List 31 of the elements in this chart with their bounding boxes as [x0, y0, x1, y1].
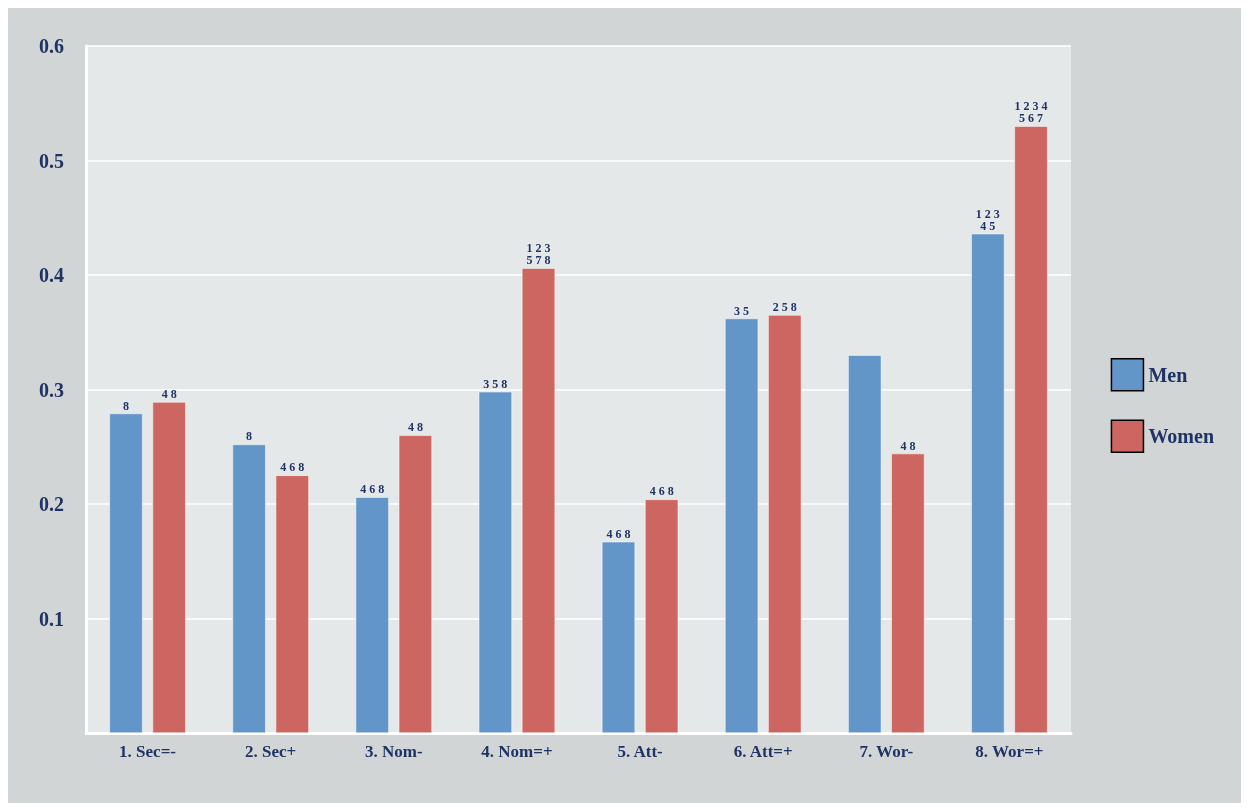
annotation: 4 8 — [900, 438, 916, 453]
annotation: 4 6 8 — [360, 482, 385, 497]
annotation: 8 — [122, 398, 129, 413]
annotation: 3 5 — [734, 303, 750, 318]
annotation: 4 6 8 — [280, 460, 305, 475]
annotation: 4 6 8 — [649, 484, 674, 499]
annotation: 1 2 3 4 5 — [975, 206, 1000, 233]
annotation: 2 5 8 — [772, 300, 797, 315]
annotation: 8 — [246, 429, 253, 444]
annotation: 4 6 8 — [606, 526, 631, 541]
x-tick-label: 1. Sec=- — [119, 742, 177, 761]
y-tick-label: 0.4 — [39, 264, 64, 286]
y-tick-label: 0.3 — [39, 378, 64, 401]
y-tick-label: 0.2 — [39, 493, 64, 515]
x-tick-label: 2. Sec+ — [245, 742, 297, 761]
y-tick-label: 0.6 — [39, 35, 64, 57]
y-tick-label: 0.5 — [39, 149, 64, 172]
x-tick-label: 7. Wor- — [859, 742, 914, 761]
x-tick-label: 6. Att=+ — [733, 742, 793, 761]
x-tick-label: 4. Nom=+ — [481, 742, 553, 761]
x-tick-label: 8. Wor=+ — [975, 742, 1044, 761]
annotation: 1 2 3 5 7 8 — [526, 241, 551, 268]
x-tick-label: 5. Att- — [617, 742, 664, 761]
legend-label: Women — [1148, 425, 1215, 448]
y-tick-label: 0.1 — [39, 607, 64, 630]
annotation: 3 5 8 — [483, 376, 508, 391]
legend-label: Men — [1148, 363, 1188, 386]
annotation: 1 2 3 4 5 6 7 — [1014, 99, 1048, 126]
annotation: 4 8 — [407, 420, 423, 435]
annotation: 4 8 — [161, 387, 177, 402]
x-tick-label: 3. Nom- — [365, 742, 423, 761]
